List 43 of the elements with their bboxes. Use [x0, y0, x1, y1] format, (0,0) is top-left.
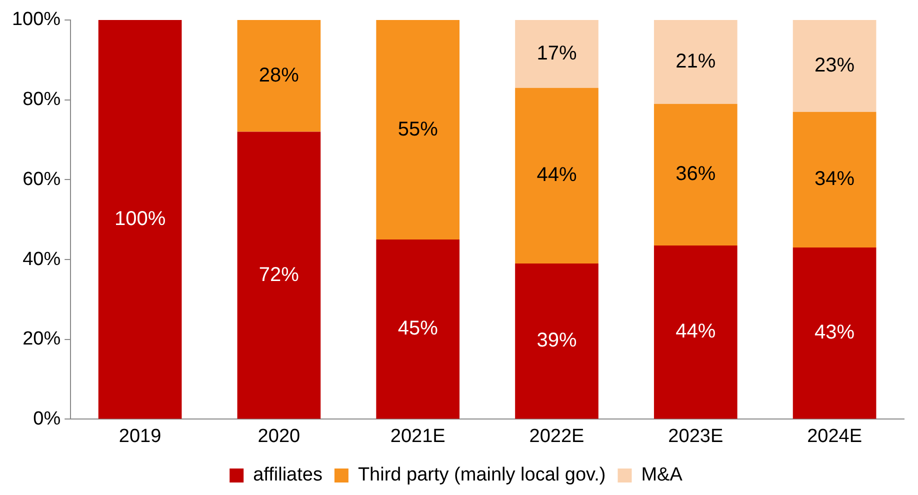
bar	[515, 264, 598, 419]
y-tick-label: 0%	[33, 408, 61, 430]
data-label: 21%	[676, 50, 716, 72]
x-tick-label: 2019	[118, 426, 162, 447]
data-label: 55%	[398, 118, 438, 140]
data-label: 44%	[536, 164, 577, 186]
y-tick-label: 80%	[22, 89, 61, 110]
x-tick-label: 2022E	[529, 426, 584, 447]
x-tick-label: 2024E	[807, 426, 862, 447]
legend-label: Third party (mainly local gov.)	[358, 464, 606, 486]
x-tick-label: 2023E	[668, 426, 724, 447]
legend-label: M&A	[641, 464, 683, 486]
y-tick-label: 60%	[22, 168, 61, 190]
x-tick-label: 2021E	[390, 426, 446, 447]
data-label: 34%	[814, 168, 855, 190]
y-tick-label: 100%	[12, 9, 61, 30]
bar	[792, 20, 876, 112]
data-label: 28%	[258, 64, 300, 86]
bar	[237, 132, 321, 419]
bar	[98, 20, 182, 419]
bar	[792, 248, 876, 419]
data-label: 36%	[676, 163, 716, 186]
data-label: 44%	[676, 320, 716, 343]
data-label: 100%	[114, 208, 166, 230]
bar	[237, 20, 321, 132]
legend-label: affiliates	[253, 464, 322, 486]
data-label: 23%	[814, 54, 855, 76]
y-tick-label: 20%	[22, 328, 61, 350]
bar	[376, 240, 460, 419]
data-label: 45%	[398, 318, 438, 340]
bar	[654, 246, 738, 419]
data-label: 17%	[536, 42, 577, 64]
bar	[654, 104, 738, 246]
y-tick-label: 40%	[22, 248, 61, 270]
data-label: 72%	[258, 264, 300, 286]
data-label: 43%	[814, 322, 855, 344]
bar	[515, 20, 598, 88]
bar	[792, 112, 876, 248]
bar	[654, 20, 738, 104]
x-tick-label: 2020	[258, 426, 300, 447]
bar	[515, 88, 598, 264]
data-label: 39%	[536, 330, 577, 352]
bar	[376, 20, 460, 240]
